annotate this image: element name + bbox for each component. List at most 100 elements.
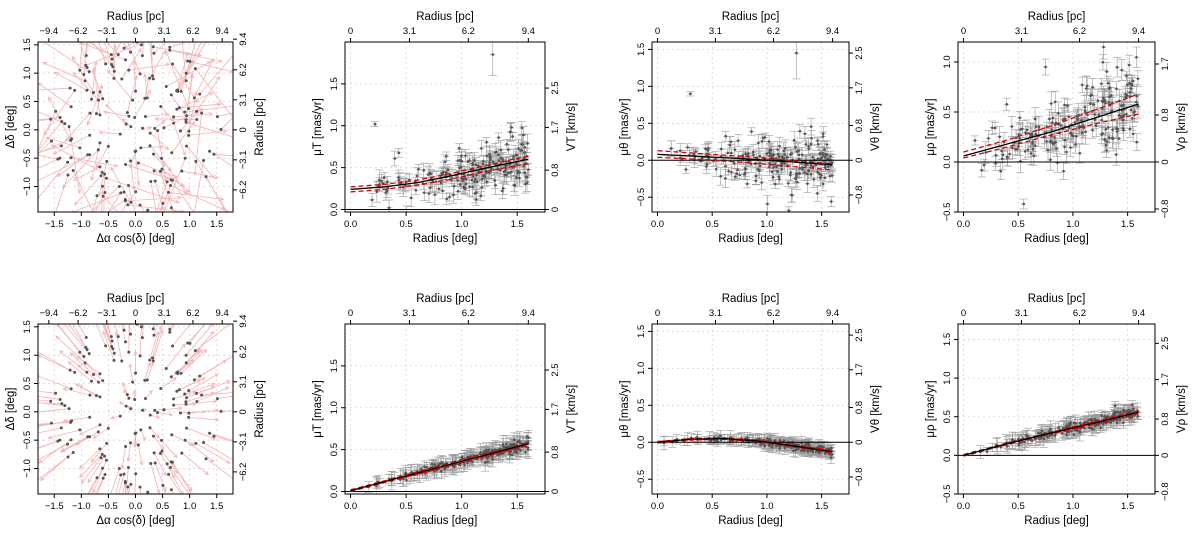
star-point	[161, 201, 165, 205]
data-point	[1103, 99, 1107, 103]
star-point	[177, 388, 181, 392]
velocity-arrow	[168, 192, 224, 200]
arrow-head	[145, 6, 148, 10]
data-point	[1029, 152, 1033, 155]
arrow-head	[236, 122, 240, 126]
velocity-arrow	[149, 42, 154, 79]
velocity-arrow	[170, 185, 225, 211]
velocity-arrow	[122, 382, 128, 395]
right-tick-label: 1.7	[854, 81, 865, 94]
data-point	[499, 148, 503, 152]
arrow-head	[25, 211, 29, 215]
data-point	[1120, 68, 1124, 72]
y-tick-label: 0.5	[636, 117, 647, 130]
data-point	[427, 192, 431, 195]
right-tick-label: 2.5	[550, 81, 561, 94]
star-point	[187, 133, 191, 137]
arrow-head	[38, 459, 43, 464]
data-point	[443, 160, 447, 164]
star-point	[60, 120, 64, 124]
arrow-head	[63, 306, 66, 310]
data-point	[1131, 79, 1135, 83]
velocity-arrow	[80, 42, 88, 68]
star-point	[100, 452, 104, 456]
star-point	[155, 411, 159, 415]
velocity-arrow	[140, 146, 163, 149]
right-axis-label: VT [km/s]	[566, 103, 578, 151]
data-point	[1032, 154, 1036, 158]
x-tick-label: 1.0	[183, 219, 196, 230]
data-point	[522, 133, 525, 137]
velocity-arrow	[38, 402, 62, 405]
velocity-arrow	[96, 478, 104, 494]
velocity-arrow	[162, 485, 166, 494]
velocity-arrow	[144, 77, 150, 99]
right-tick-label: 1.7	[550, 121, 561, 134]
star-point	[151, 356, 155, 360]
star-point	[66, 160, 70, 164]
data-point	[1136, 104, 1140, 108]
star-point	[145, 96, 149, 100]
star-point	[123, 198, 127, 202]
star-point	[116, 215, 119, 218]
top-tick-label: −9.4	[39, 26, 58, 37]
star-point	[119, 191, 123, 195]
data-point	[483, 175, 486, 179]
arrow-head	[89, 3, 92, 7]
arrow-head	[72, 176, 78, 181]
plot-area	[345, 429, 545, 494]
velocity-arrow	[171, 434, 195, 446]
data-point	[770, 170, 774, 174]
velocity-arrow	[71, 191, 125, 212]
velocity-arrow	[188, 373, 219, 392]
data-point	[1107, 101, 1111, 104]
data-point	[464, 154, 467, 157]
velocity-arrow	[201, 392, 233, 396]
star-point	[130, 38, 133, 41]
velocity-arrow	[169, 324, 175, 333]
arrow-head	[34, 422, 38, 425]
data-point	[736, 139, 740, 142]
velocity-arrow	[149, 331, 159, 361]
data-point	[497, 153, 500, 157]
arrow-head	[208, 112, 214, 117]
velocity-arrow	[38, 354, 75, 373]
data-point	[1069, 131, 1072, 135]
data-point	[521, 143, 524, 146]
star-point	[184, 71, 188, 75]
data-point	[752, 153, 755, 157]
star-point	[82, 354, 86, 358]
data-point	[800, 153, 804, 156]
data-point	[494, 183, 497, 187]
data-point	[479, 194, 483, 198]
star-point	[175, 389, 179, 393]
arrow-head	[142, 280, 145, 284]
y-tick-label: 0.5	[22, 377, 33, 390]
arrow-head	[202, 11, 205, 15]
data-point	[809, 142, 813, 146]
data-point	[485, 140, 488, 144]
data-point	[777, 155, 781, 158]
data-point	[1121, 118, 1125, 122]
data-point	[519, 149, 522, 152]
data-point	[728, 143, 732, 147]
velocity-arrow	[72, 170, 94, 212]
data-point	[1034, 125, 1038, 129]
arrow-head	[190, 529, 193, 533]
velocity-arrow	[62, 149, 99, 189]
star-point	[175, 107, 179, 111]
velocity-arrow	[77, 324, 87, 338]
grid	[652, 42, 849, 212]
y-tick-label: 1.0	[636, 80, 647, 93]
arrow-head	[135, 0, 138, 2]
velocity-arrow	[98, 161, 108, 196]
velocity-arrow	[92, 69, 104, 99]
arrow-head	[236, 232, 239, 236]
star-point	[104, 344, 108, 348]
arrow-head	[189, 359, 195, 365]
data-point	[497, 136, 500, 139]
arrow-head	[20, 401, 24, 404]
star-point	[129, 332, 133, 336]
velocity-arrow	[152, 324, 156, 329]
data-point	[373, 122, 377, 126]
